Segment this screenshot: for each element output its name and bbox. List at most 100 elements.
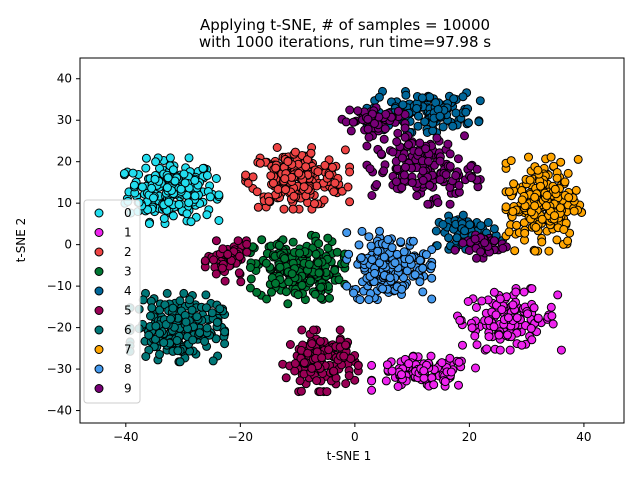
point-class-9	[472, 253, 481, 263]
point-class-1	[512, 313, 522, 323]
point-class-1	[497, 305, 507, 315]
point-class-9	[379, 134, 389, 144]
point-class-4	[398, 100, 408, 110]
point-class-9	[423, 199, 433, 209]
point-class-2	[279, 204, 289, 214]
point-class-0	[176, 184, 186, 194]
point-class-6	[187, 305, 197, 315]
point-class-8	[375, 258, 384, 268]
point-class-2	[294, 168, 304, 178]
point-class-6	[208, 356, 218, 366]
point-class-2	[328, 162, 337, 172]
point-class-5	[307, 339, 317, 349]
point-class-5	[233, 236, 243, 246]
point-class-4	[435, 111, 445, 121]
x-tick-label: 0	[351, 430, 359, 444]
point-class-3	[287, 269, 297, 279]
point-class-3	[284, 277, 294, 287]
point-class-3	[316, 282, 326, 292]
legend-marker-1	[94, 228, 104, 237]
point-class-9	[451, 171, 461, 180]
point-class-8	[357, 226, 367, 236]
point-class-9	[379, 166, 389, 176]
point-class-3	[323, 233, 333, 243]
point-class-9	[453, 154, 463, 164]
point-class-1	[472, 340, 482, 350]
y-tick-label: −30	[47, 362, 72, 376]
point-class-8	[355, 295, 365, 305]
point-class-6	[220, 339, 230, 349]
point-class-1	[484, 332, 494, 342]
point-class-5	[299, 358, 309, 368]
point-class-3	[325, 293, 334, 303]
point-class-7	[512, 220, 522, 230]
point-class-3	[310, 289, 320, 299]
point-class-2	[283, 157, 293, 166]
point-class-9	[441, 170, 451, 180]
point-class-0	[202, 210, 212, 220]
point-class-1	[367, 376, 377, 386]
legend-marker-3	[94, 267, 104, 276]
point-class-8	[390, 258, 400, 268]
point-class-1	[404, 359, 414, 369]
point-class-0	[144, 219, 154, 229]
point-class-2	[301, 162, 311, 172]
point-class-4	[461, 107, 471, 117]
point-class-7	[560, 177, 570, 187]
point-class-0	[162, 183, 172, 193]
y-axis-label: t-SNE 2	[14, 218, 28, 263]
point-class-8	[379, 252, 389, 262]
point-class-6	[141, 352, 151, 361]
point-class-0	[119, 169, 129, 178]
point-class-5	[296, 386, 306, 396]
legend-label-1: 1	[124, 226, 132, 240]
point-class-6	[201, 303, 211, 313]
legend-label-6: 6	[124, 323, 132, 337]
point-class-8	[383, 235, 393, 244]
point-class-7	[525, 175, 535, 185]
point-class-4	[449, 94, 459, 104]
point-class-5	[242, 247, 252, 257]
point-class-9	[445, 161, 455, 171]
point-class-6	[146, 311, 155, 321]
point-class-7	[552, 235, 562, 245]
point-class-8	[418, 287, 428, 297]
point-class-1	[548, 319, 558, 329]
point-class-0	[174, 200, 184, 209]
point-class-0	[159, 214, 169, 223]
point-class-4	[428, 126, 438, 136]
x-tick-label: 20	[462, 430, 477, 444]
point-class-7	[573, 154, 583, 164]
point-class-1	[477, 296, 487, 306]
point-class-9	[346, 126, 356, 136]
point-class-3	[274, 240, 284, 250]
point-class-9	[425, 180, 435, 190]
point-class-9	[480, 238, 490, 248]
point-class-1	[455, 315, 465, 325]
legend-marker-6	[94, 325, 104, 335]
point-class-7	[504, 187, 514, 197]
point-class-5	[285, 340, 295, 349]
legend-marker-9	[94, 384, 104, 393]
point-class-8	[404, 255, 414, 264]
point-class-5	[341, 379, 351, 389]
point-class-8	[373, 246, 383, 256]
point-class-1	[419, 366, 429, 376]
point-class-9	[418, 166, 428, 176]
y-tick-label: 40	[57, 72, 72, 86]
point-class-9	[460, 131, 469, 141]
point-class-0	[168, 211, 178, 221]
point-class-8	[354, 240, 364, 250]
point-class-8	[408, 236, 418, 246]
point-class-2	[248, 172, 258, 182]
point-class-1	[517, 340, 527, 350]
x-tick-label: −40	[113, 430, 138, 444]
point-class-1	[458, 340, 467, 350]
point-class-4	[448, 121, 458, 131]
legend-label-9: 9	[124, 382, 132, 396]
point-class-9	[445, 199, 455, 209]
point-class-3	[261, 258, 271, 268]
point-class-7	[530, 246, 540, 256]
point-class-3	[246, 274, 256, 284]
point-class-9	[435, 156, 445, 166]
